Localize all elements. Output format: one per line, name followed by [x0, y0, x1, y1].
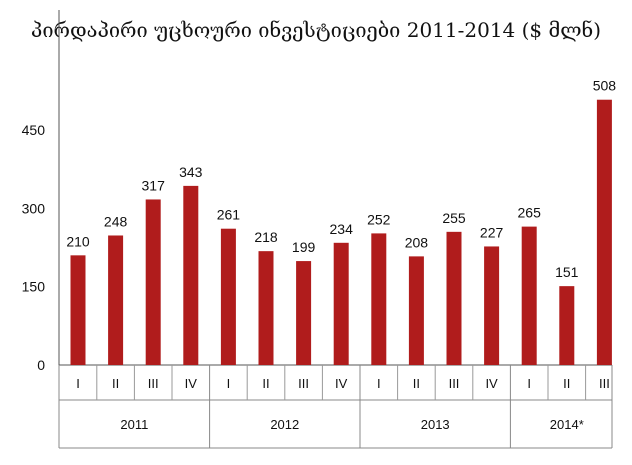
bar: [183, 185, 199, 365]
data-label: 508: [593, 78, 617, 94]
bar: [70, 255, 86, 365]
y-tick-label: 150: [22, 279, 46, 295]
x-tick-label: III: [298, 376, 309, 391]
x-tick-label: I: [527, 376, 531, 391]
x-tick-label: III: [599, 376, 610, 391]
data-label: 151: [555, 264, 579, 280]
bar: [408, 256, 424, 365]
data-label: 218: [254, 229, 278, 245]
x-tick-label: III: [449, 376, 460, 391]
data-label: 255: [442, 210, 466, 226]
x-tick-label: II: [112, 376, 119, 391]
x-tick-label: IV: [335, 376, 348, 391]
bar: [596, 99, 612, 365]
bar: [371, 233, 387, 365]
bar: [258, 251, 274, 365]
x-tick-label: I: [76, 376, 80, 391]
bar: [446, 231, 462, 365]
group-label: 2011: [120, 417, 148, 432]
data-label: 199: [292, 239, 316, 255]
x-tick-label: III: [148, 376, 159, 391]
x-tick-label: I: [377, 376, 381, 391]
bar: [521, 226, 537, 365]
bar: [333, 242, 349, 365]
data-label: 265: [518, 205, 542, 221]
chart-title: პირდაპირი უცხოური ინვესტიციები 2011-2014…: [30, 18, 602, 42]
x-tick-label: II: [262, 376, 269, 391]
y-tick-label: 0: [37, 357, 45, 373]
group-label: 2013: [421, 417, 450, 432]
bar: [484, 246, 500, 365]
data-label: 227: [480, 224, 504, 240]
x-tick-label: IV: [485, 376, 498, 391]
data-label: 343: [179, 164, 203, 180]
bar: [220, 228, 236, 365]
group-label: 2012: [270, 417, 299, 432]
bar: [145, 199, 161, 365]
group-label: 2014*: [550, 417, 584, 432]
x-tick-label: II: [413, 376, 420, 391]
x-tick-label: IV: [185, 376, 198, 391]
y-tick-label: 300: [22, 200, 46, 216]
x-tick-label: II: [563, 376, 570, 391]
data-label: 210: [66, 233, 90, 249]
bar: [559, 286, 575, 365]
data-label: 317: [142, 177, 166, 193]
data-label: 248: [104, 213, 128, 229]
x-tick-label: I: [227, 376, 231, 391]
data-label: 252: [367, 211, 391, 227]
data-label: 208: [405, 234, 429, 250]
data-label: 234: [330, 221, 354, 237]
bar: [108, 235, 124, 365]
data-label: 261: [217, 207, 241, 223]
bar: [296, 261, 312, 365]
y-tick-label: 450: [22, 122, 46, 138]
